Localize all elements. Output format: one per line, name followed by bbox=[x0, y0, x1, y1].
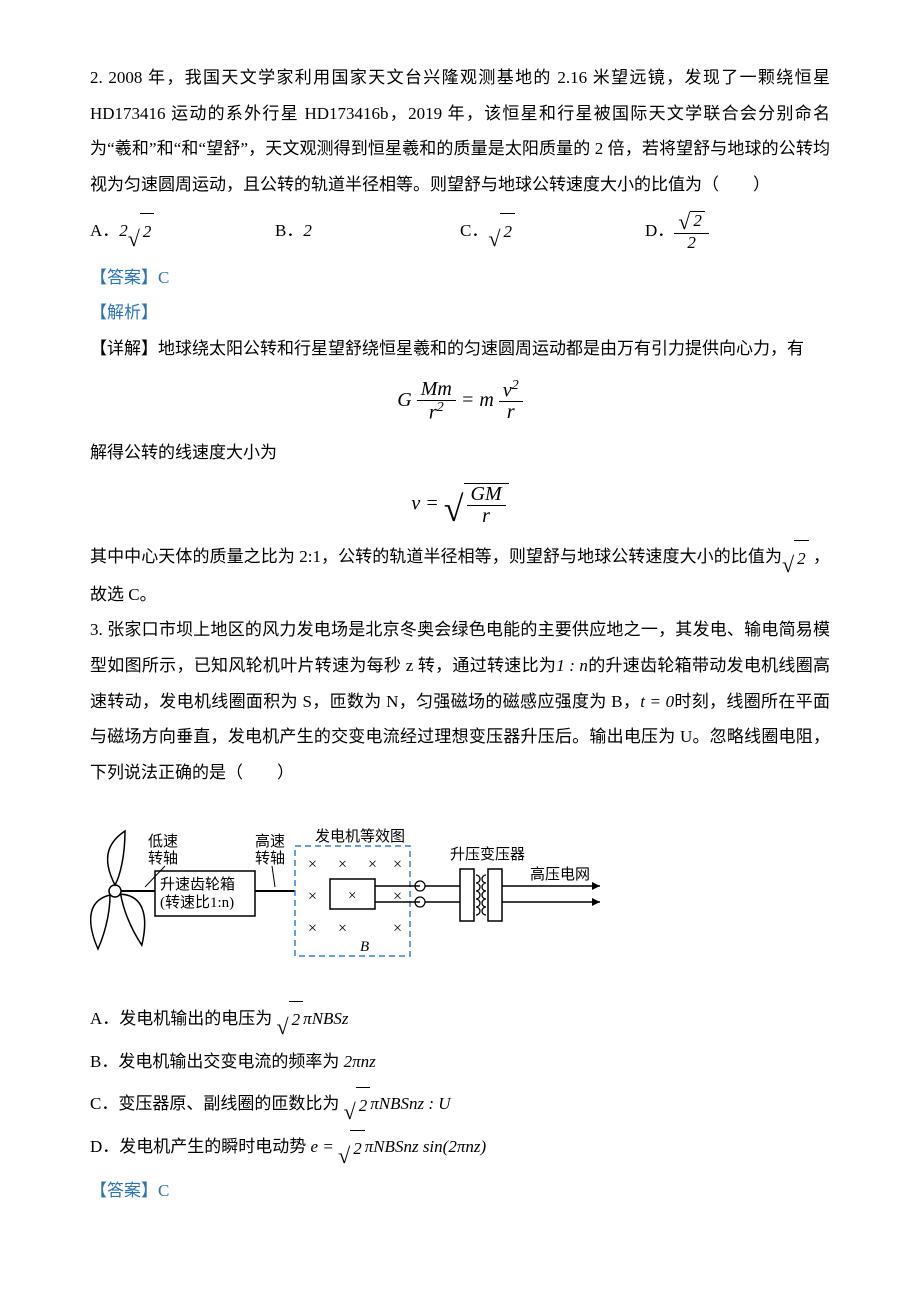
choice-text: 发电机输出的电压为 bbox=[119, 1009, 272, 1028]
q2-mid-text: 解得公转的线速度大小为 bbox=[90, 435, 830, 471]
choice-formula: √2πNBSz bbox=[277, 1009, 349, 1028]
answer-label: 【答案】 bbox=[90, 1181, 158, 1200]
q2-option-B: B． 2 bbox=[275, 211, 460, 252]
diagram-transformer-label: 升压变压器 bbox=[450, 846, 525, 863]
q2-answer: 【答案】C bbox=[90, 260, 830, 296]
q3-choice-C: C．变压器原、副线圈的匝数比为 √2πNBSnz : U bbox=[90, 1086, 830, 1123]
svg-text:×: × bbox=[368, 856, 377, 873]
q2-formula-1: G Mmr2 = m v2r bbox=[90, 379, 830, 424]
svg-text:×: × bbox=[308, 888, 317, 905]
q3-stem: 3. 张家口市坝上地区的风力发电场是北京冬奥会绿色电能的主要供应地之一，其发电、… bbox=[90, 612, 830, 790]
choice-prefix: B． bbox=[90, 1052, 118, 1071]
q2-conclusion: 其中中心天体的质量之比为 2:1，公转的轨道半径相等，则望舒与地球公转速度大小的… bbox=[90, 539, 830, 612]
q3-choice-B: B．发电机输出交变电流的频率为 2πnz bbox=[90, 1044, 830, 1080]
q2-option-A: A． 2√2 bbox=[90, 211, 275, 252]
diagram-high-shaft-l1: 高速 bbox=[255, 833, 285, 850]
diagram-high-shaft-l2: 转轴 bbox=[255, 850, 285, 867]
svg-text:×: × bbox=[348, 888, 356, 904]
choice-text: 发电机产生的瞬时电动势 bbox=[119, 1137, 306, 1156]
choice-formula: e = √2πNBSnz bbox=[311, 1137, 419, 1156]
svg-text:×: × bbox=[308, 920, 317, 937]
q3-choice-A: A．发电机输出的电压为 √2πNBSz bbox=[90, 1001, 830, 1038]
svg-text:×: × bbox=[393, 920, 402, 937]
choice-prefix: A． bbox=[90, 1009, 119, 1028]
option-prefix: A． bbox=[90, 213, 119, 249]
q2-detail-line: 【详解】地球绕太阳公转和行星望舒绕恒星羲和的匀速圆周运动都是由万有引力提供向心力… bbox=[90, 331, 830, 367]
diagram-low-shaft-l2: 转轴 bbox=[148, 850, 178, 867]
diagram-B-label: B bbox=[360, 939, 369, 955]
detail-label: 【详解】 bbox=[90, 339, 158, 358]
q3-answer: 【答案】C bbox=[90, 1173, 830, 1209]
option-value: 2 bbox=[303, 213, 312, 249]
option-value: √2 bbox=[488, 213, 515, 250]
diagram-low-shaft-l1: 低速 bbox=[148, 833, 178, 850]
choice-tail: : U bbox=[424, 1094, 450, 1113]
option-prefix: B． bbox=[275, 213, 303, 249]
diagram-gen-title: 发电机等效图 bbox=[315, 827, 405, 845]
q2-options: A． 2√2 B． 2 C． √2 D． √22 bbox=[90, 211, 830, 252]
answer-label: 【答案】 bbox=[90, 268, 158, 287]
svg-text:×: × bbox=[338, 920, 347, 937]
choice-formula: 2πnz bbox=[344, 1052, 376, 1071]
q3-ratio: 1 : n bbox=[556, 656, 588, 675]
q2-option-C: C． √2 bbox=[460, 211, 645, 252]
option-value: 2√2 bbox=[119, 213, 154, 250]
choice-prefix: D． bbox=[90, 1137, 119, 1156]
q2-option-D: D． √22 bbox=[645, 211, 830, 252]
answer-value: C bbox=[158, 1181, 169, 1200]
diagram-gearbox-l2: (转速比1:n) bbox=[160, 894, 234, 911]
diagram-gearbox-l1: 升速齿轮箱 bbox=[160, 876, 235, 893]
choice-sin: sin(2πnz) bbox=[419, 1137, 487, 1156]
q3-t0: t = 0 bbox=[640, 692, 674, 711]
q3-choice-D: D．发电机产生的瞬时电动势 e = √2πNBSnz sin(2πnz) bbox=[90, 1129, 830, 1166]
choice-formula: √2πNBSnz bbox=[344, 1094, 425, 1113]
option-prefix: D． bbox=[645, 213, 674, 249]
diagram-grid-label: 高压电网 bbox=[530, 866, 590, 883]
q2-analysis-label: 【解析】 bbox=[90, 295, 830, 331]
option-prefix: C． bbox=[460, 213, 488, 249]
detail-text: 地球绕太阳公转和行星望舒绕恒星羲和的匀速圆周运动都是由万有引力提供向心力，有 bbox=[158, 339, 804, 358]
svg-text:×: × bbox=[393, 856, 402, 873]
q2-formula-2: v = √GMr bbox=[90, 483, 830, 527]
answer-value: C bbox=[158, 268, 169, 287]
page: 2. 2008 年，我国天文学家利用国家天文台兴隆观测基地的 2.16 米望远镜… bbox=[0, 0, 920, 1268]
choice-text: 发电机输出交变电流的频率为 bbox=[118, 1052, 339, 1071]
svg-text:×: × bbox=[308, 856, 317, 873]
option-value: √22 bbox=[674, 211, 709, 252]
svg-text:×: × bbox=[338, 856, 347, 873]
conclusion-a: 其中中心天体的质量之比为 2:1，公转的轨道半径相等，则望舒与地球公转速度大小的… bbox=[90, 547, 782, 566]
q2-stem: 2. 2008 年，我国天文学家利用国家天文台兴隆观测基地的 2.16 米望远镜… bbox=[90, 60, 830, 203]
choice-prefix: C． bbox=[90, 1094, 118, 1113]
q3-diagram: 低速 转轴 升速齿轮箱 (转速比1:n) 高速 转轴 发电机等效图 ×××× ×… bbox=[90, 801, 830, 971]
choice-text: 变压器原、副线圈的匝数比为 bbox=[118, 1094, 339, 1113]
